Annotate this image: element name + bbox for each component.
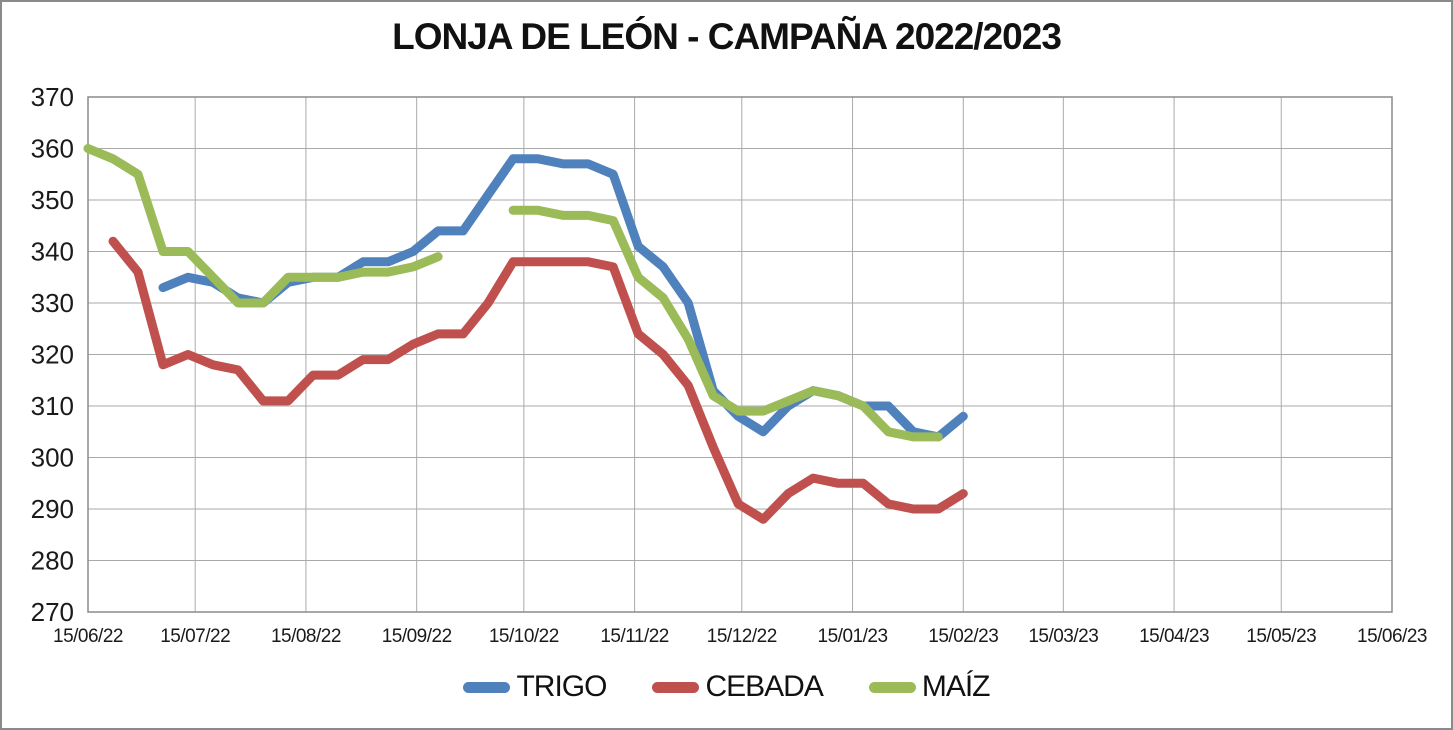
y-axis-tick-label: 280 bbox=[31, 546, 74, 576]
legend-item-cebada: CEBADA bbox=[652, 670, 824, 704]
chart-title: LONJA DE LEÓN - CAMPAÑA 2022/2023 bbox=[392, 16, 1062, 57]
y-axis-tick-label: 290 bbox=[31, 494, 74, 524]
legend-label-cebada: CEBADA bbox=[705, 670, 823, 703]
plot-border bbox=[87, 96, 1393, 613]
trigo-line-marker-icon bbox=[463, 681, 511, 693]
x-axis-tick-label: 15/10/22 bbox=[489, 626, 559, 647]
y-axis-tick-label: 330 bbox=[31, 288, 74, 318]
x-axis-tick-label: 15/09/22 bbox=[382, 626, 452, 647]
x-axis-tick-label: 15/05/23 bbox=[1246, 626, 1316, 647]
y-axis-tick-label: 300 bbox=[31, 443, 74, 473]
y-axis-tick-label: 340 bbox=[31, 237, 74, 267]
legend: TRIGO CEBADA MAÍZ bbox=[2, 670, 1451, 704]
legend-label-trigo: TRIGO bbox=[516, 670, 607, 703]
y-axis-tick-label: 320 bbox=[31, 340, 74, 370]
x-axis-tick-label: 15/12/22 bbox=[707, 626, 777, 647]
x-axis-tick-label: 15/03/23 bbox=[1028, 626, 1098, 647]
cebada-line-marker-icon bbox=[652, 681, 700, 693]
y-axis-tick-label: 270 bbox=[31, 597, 74, 627]
x-axis-tick-label: 15/04/23 bbox=[1139, 626, 1209, 647]
x-axis-tick-label: 15/06/23 bbox=[1357, 626, 1427, 647]
legend-item-maiz: MAÍZ bbox=[868, 670, 991, 704]
x-axis-tick-label: 15/02/23 bbox=[928, 626, 998, 647]
y-axis-tick-label: 360 bbox=[31, 134, 74, 164]
maiz-line-marker-icon bbox=[868, 681, 916, 693]
legend-item-trigo: TRIGO bbox=[463, 670, 607, 704]
series-line-cebada bbox=[108, 236, 968, 524]
series-line-maiz bbox=[83, 144, 943, 442]
x-axis-tick-label: 15/07/22 bbox=[160, 626, 230, 647]
y-axis-tick-label: 350 bbox=[31, 185, 74, 215]
x-axis-tick-label: 15/01/23 bbox=[818, 626, 888, 647]
x-axis-tick-label: 15/08/22 bbox=[271, 626, 341, 647]
legend-label-maiz: MAÍZ bbox=[921, 670, 991, 703]
y-axis-tick-label: 310 bbox=[31, 391, 74, 421]
x-axis-tick-label: 15/11/22 bbox=[600, 626, 669, 647]
x-axis-tick-label: 15/06/22 bbox=[53, 626, 123, 647]
y-axis-tick-label: 370 bbox=[31, 82, 74, 112]
